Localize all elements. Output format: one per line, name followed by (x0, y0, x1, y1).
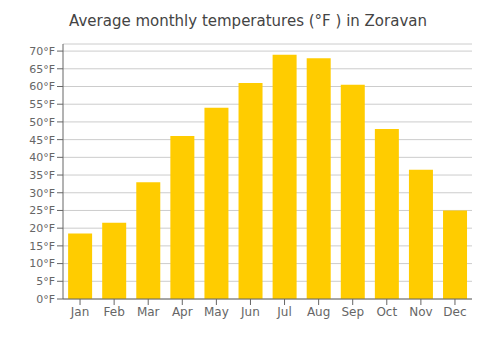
svg-text:Apr: Apr (172, 305, 193, 319)
svg-text:65°F: 65°F (29, 63, 55, 76)
svg-text:Jul: Jul (276, 305, 291, 319)
svg-text:Sep: Sep (341, 305, 364, 319)
svg-text:60°F: 60°F (29, 80, 55, 93)
svg-text:May: May (204, 305, 229, 319)
svg-text:55°F: 55°F (29, 98, 55, 111)
svg-text:15°F: 15°F (29, 240, 55, 253)
svg-text:Oct: Oct (376, 305, 397, 319)
svg-text:Feb: Feb (104, 305, 125, 319)
svg-text:10°F: 10°F (29, 257, 55, 270)
svg-text:Jan: Jan (70, 305, 90, 319)
svg-text:Jun: Jun (240, 305, 260, 319)
html-text:Average monthly temperatures (: Average monthly temperatures (°F ) in Zo… (69, 12, 427, 30)
svg-text:0°F: 0°F (36, 293, 55, 306)
svg-text:Mar: Mar (137, 305, 160, 319)
svg-text:45°F: 45°F (29, 134, 55, 147)
svg-text:Nov: Nov (409, 305, 432, 319)
svg-text:50°F: 50°F (29, 116, 55, 129)
svg-text:35°F: 35°F (29, 169, 55, 182)
svg-text:30°F: 30°F (29, 187, 55, 200)
svg-text:20°F: 20°F (29, 222, 55, 235)
svg-text:25°F: 25°F (29, 204, 55, 217)
svg-text:40°F: 40°F (29, 151, 55, 164)
svg-text:Dec: Dec (443, 305, 466, 319)
svg-text:5°F: 5°F (36, 275, 55, 288)
svg-text:Aug: Aug (307, 305, 330, 319)
svg-text:70°F: 70°F (29, 45, 55, 58)
